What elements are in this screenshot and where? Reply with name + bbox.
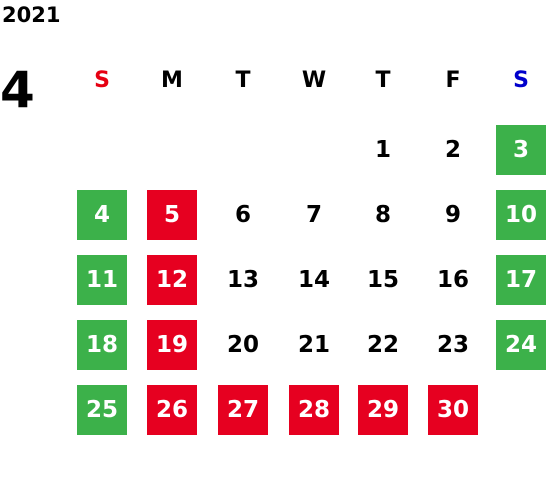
day-cell: 6 [234, 202, 251, 228]
day-cell: 25 [77, 385, 127, 435]
day-cell: 21 [297, 332, 330, 358]
weekday-label: S [94, 67, 110, 93]
day-cell: 8 [374, 202, 391, 228]
weekday-label: F [445, 67, 461, 93]
day-cell: 17 [496, 255, 546, 305]
day-cell: 14 [297, 267, 330, 293]
month: 4 [0, 61, 35, 119]
day-cell: 19 [147, 320, 197, 370]
weekday-label: M [161, 67, 183, 93]
day-cell: 1 [374, 137, 391, 163]
day-cell: 12 [147, 255, 197, 305]
day-cell: 4 [77, 190, 127, 240]
day-cell: 10 [496, 190, 546, 240]
day-cell: 7 [305, 202, 322, 228]
day-cell: 24 [496, 320, 546, 370]
day-cell: 2 [444, 137, 461, 163]
day-cell: 18 [77, 320, 127, 370]
weekday-label: W [301, 67, 327, 93]
day-cell: 13 [226, 267, 259, 293]
year: 2021 [2, 3, 61, 27]
day-cell: 15 [366, 267, 399, 293]
day-cell: 30 [428, 385, 478, 435]
day-cell: 20 [226, 332, 259, 358]
day-cell: 27 [218, 385, 268, 435]
day-cell: 5 [147, 190, 197, 240]
weekday-label: T [375, 67, 391, 93]
day-cell: 29 [358, 385, 408, 435]
weekday-label: T [235, 67, 251, 93]
day-cell: 9 [444, 202, 461, 228]
day-cell: 16 [436, 267, 469, 293]
weekday-label: S [513, 67, 529, 93]
day-cell: 26 [147, 385, 197, 435]
day-cell: 11 [77, 255, 127, 305]
day-cell: 3 [496, 125, 546, 175]
day-cell: 28 [289, 385, 339, 435]
day-cell: 22 [366, 332, 399, 358]
day-cell: 23 [436, 332, 469, 358]
